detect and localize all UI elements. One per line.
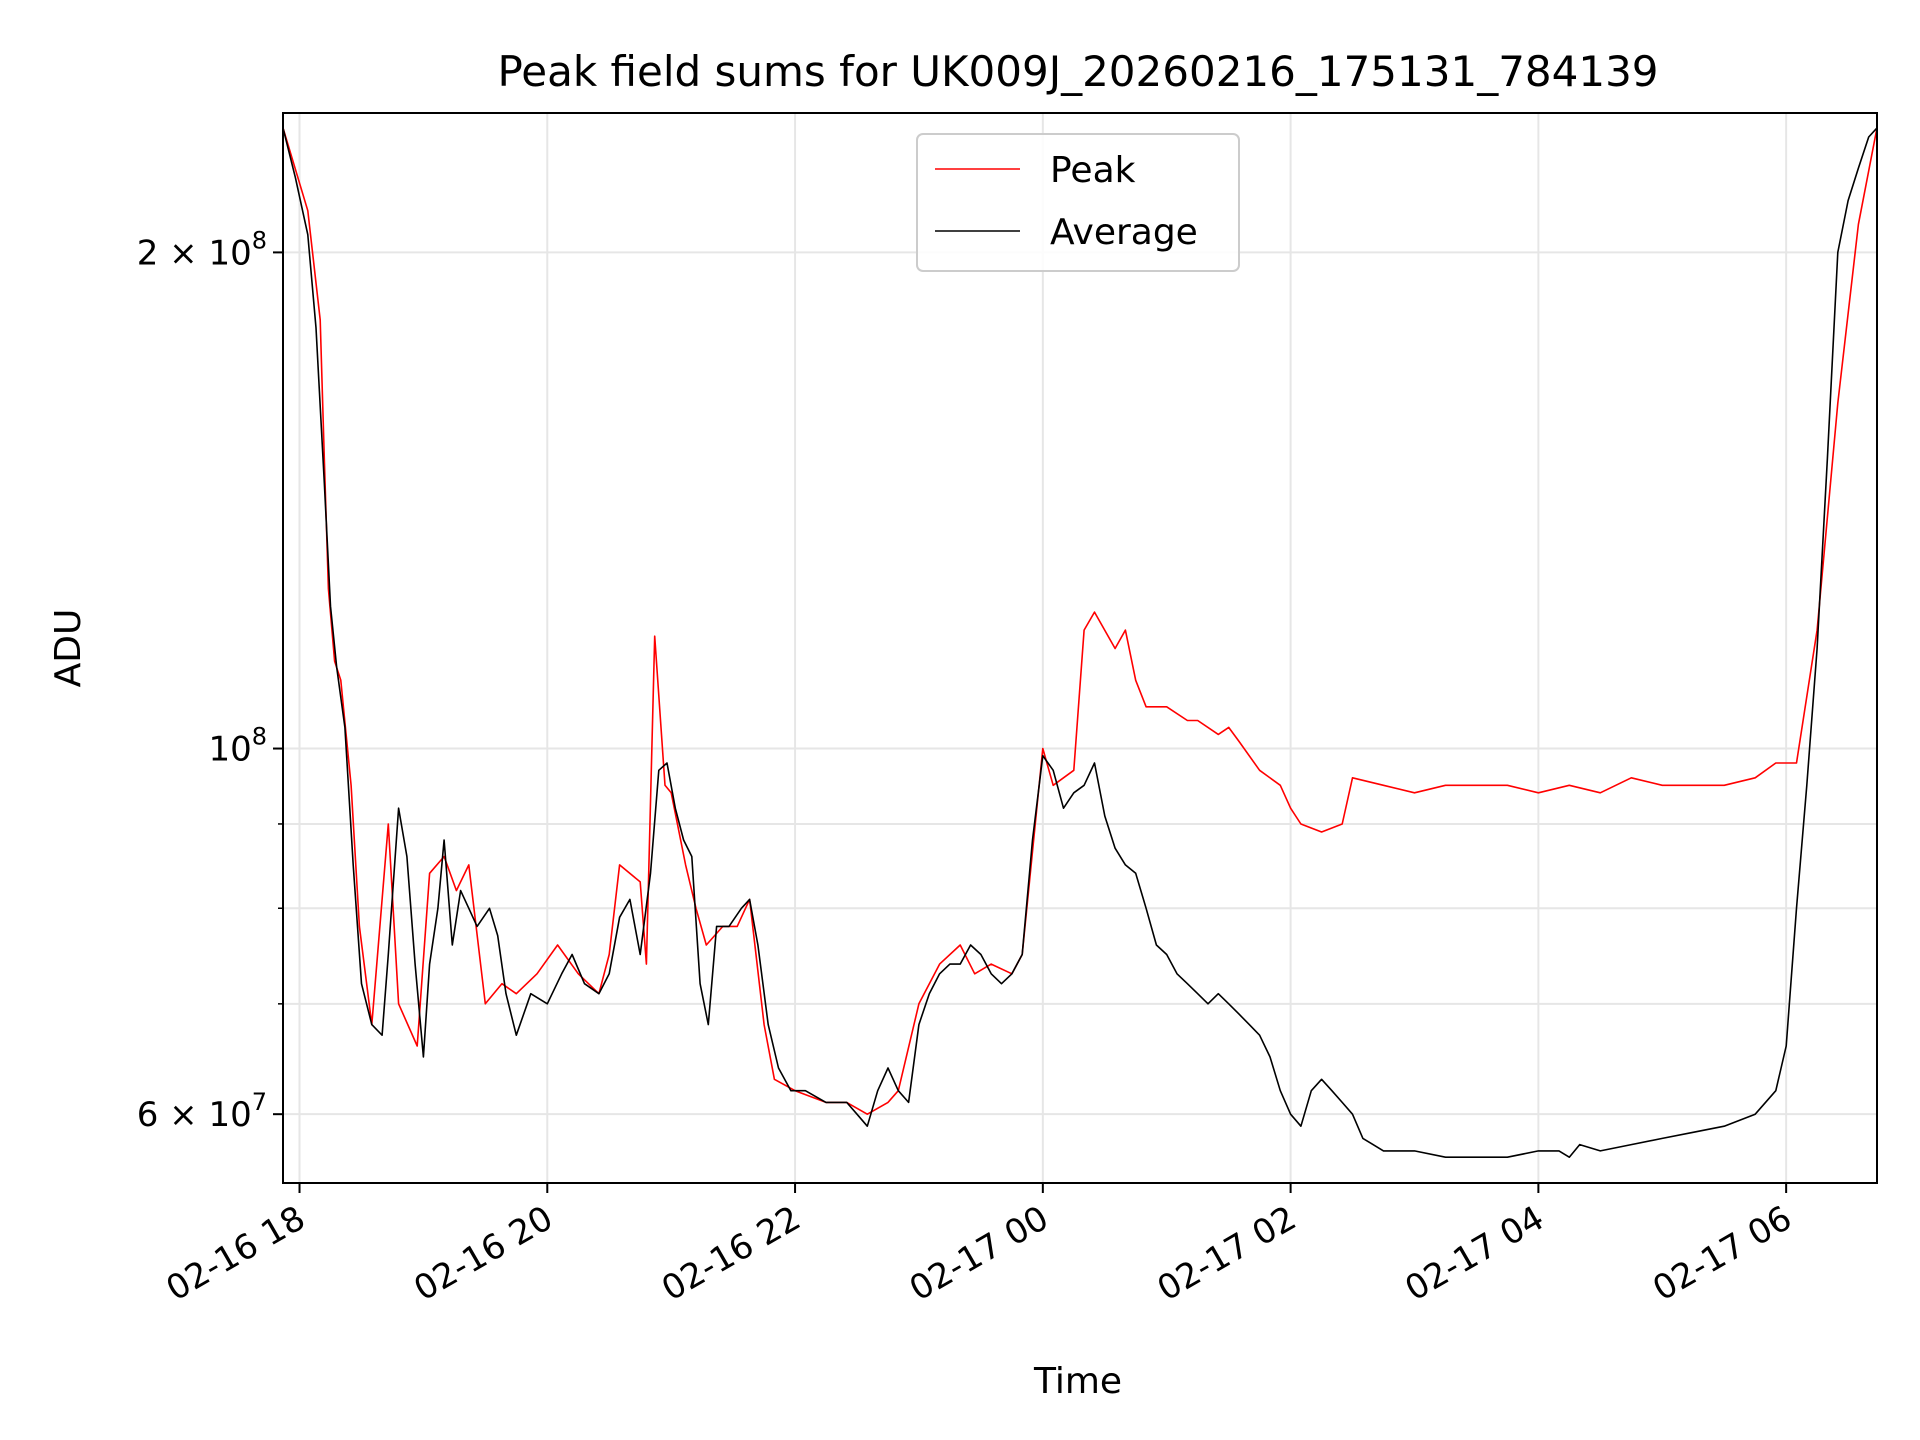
series-line-peak — [282, 127, 1878, 1115]
y-tick-label-exponent: 7 — [252, 1088, 267, 1116]
legend-label-average: Average — [1050, 212, 1198, 253]
chart-title: Peak field sums for UK009J_20260216_1751… — [497, 47, 1658, 96]
y-tick-label: 6 × 107 — [137, 1088, 267, 1135]
series-line-average — [282, 127, 1878, 1158]
y-tick-label-base: 10 — [208, 233, 251, 273]
y-tick-label-base: 10 — [208, 1095, 251, 1135]
legend: Peak Average — [916, 133, 1240, 272]
series-layer — [282, 127, 1878, 1158]
y-tick-label-exponent: 8 — [252, 723, 267, 751]
y-tick-label-mantissa: 6 — [137, 1095, 169, 1135]
y-tick-label-base: 10 — [208, 730, 251, 770]
y-tick-label-times: × — [169, 1095, 208, 1135]
y-tick-label-mantissa: 2 — [137, 233, 169, 273]
y-tick-label: 2 × 108 — [137, 226, 267, 273]
y-tick-label: 108 — [208, 723, 267, 770]
plot-frame — [282, 112, 1878, 1184]
grid — [283, 113, 1877, 1183]
x-axis-label: Time — [1033, 1361, 1122, 1402]
y-tick-label-exponent: 8 — [252, 226, 267, 254]
legend-label-peak: Peak — [1050, 150, 1136, 191]
y-axis-label: ADU — [48, 609, 89, 688]
y-tick-label-times: × — [169, 233, 208, 273]
